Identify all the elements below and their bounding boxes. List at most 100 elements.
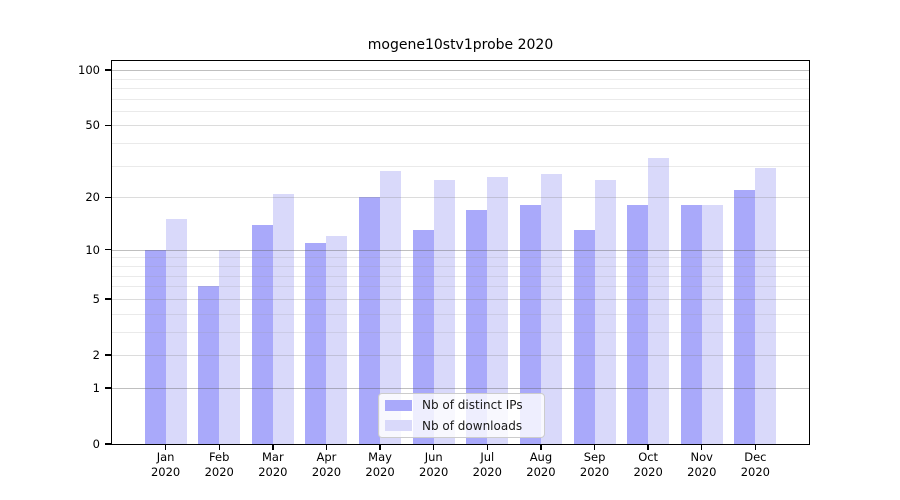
x-label-year: 2020 [419, 465, 449, 479]
x-label-year: 2020 [687, 465, 717, 479]
x-label-month: Apr [316, 450, 337, 464]
legend-item-distinct-ips: Nb of distinct IPs [385, 396, 538, 415]
x-label-month: May [368, 450, 392, 464]
x-label-year: 2020 [526, 465, 556, 479]
gridline-minor [112, 87, 809, 89]
gridline-minor [112, 98, 809, 100]
x-label-month: Sep [583, 450, 606, 464]
legend-swatch-distinct-ips [385, 399, 412, 411]
bar-distinct-ips-aug [519, 205, 541, 444]
x-label-month: Aug [529, 450, 553, 464]
y-tick-label: 5 [92, 291, 100, 306]
gridline-minor [112, 78, 809, 80]
x-label-month: Mar [261, 450, 284, 464]
bar-distinct-ips-apr [305, 242, 327, 444]
bar-downloads-jul [487, 176, 509, 444]
x-tick-mark [540, 444, 542, 450]
x-label-month: Feb [209, 450, 230, 464]
bar-downloads-aug [540, 174, 562, 444]
gridline-minor [112, 286, 809, 288]
x-tick-label: Jun 2020 [407, 450, 461, 480]
x-label-month: Jul [480, 450, 495, 464]
bar-distinct-ips-mar [251, 224, 273, 444]
y-tick-mark [105, 354, 111, 356]
x-tick-mark [593, 444, 596, 450]
bar-distinct-ips-dec [734, 189, 756, 444]
bar-distinct-ips-jul [466, 209, 488, 444]
x-tick-label: Aug 2020 [514, 450, 568, 480]
x-label-year: 2020 [472, 465, 502, 479]
x-tick-mark [432, 444, 435, 450]
gridline-major [112, 298, 809, 300]
y-tick-mark [105, 443, 111, 445]
gridline-major [112, 354, 809, 356]
bar-downloads-dec [755, 168, 777, 444]
gridline-minor [112, 143, 809, 145]
gridline-minor [112, 331, 809, 333]
legend-swatch-downloads [385, 420, 412, 432]
gridline-major [112, 125, 809, 127]
gridline-minor [112, 265, 809, 267]
y-tick-mark [105, 69, 111, 71]
gridline-minor [112, 257, 809, 259]
x-tick-mark [272, 444, 274, 450]
x-tick-mark [325, 444, 328, 450]
x-tick-mark [647, 444, 649, 450]
x-label-year: 2020 [150, 465, 181, 479]
x-label-year: 2020 [311, 465, 342, 479]
gridline-decade [112, 387, 809, 389]
x-tick-label: Nov 2020 [675, 450, 729, 480]
gridline-decade [112, 70, 809, 72]
bar-distinct-ips-may [359, 197, 381, 444]
x-label-month: Jan [156, 450, 175, 464]
bar-downloads-may [380, 171, 402, 444]
gridline-minor [112, 110, 809, 112]
bar-downloads-apr [326, 236, 348, 444]
x-tick-label: Mar 2020 [246, 450, 300, 480]
x-tick-mark [218, 444, 220, 450]
bar-distinct-ips-sep [573, 230, 595, 444]
gridline-minor [112, 313, 809, 315]
y-tick-label: 10 [85, 242, 100, 257]
y-tick-mark [105, 196, 111, 199]
x-tick-mark [379, 444, 381, 450]
legend-item-downloads: Nb of downloads [385, 417, 538, 436]
x-label-year: 2020 [740, 465, 771, 479]
x-label-year: 2020 [258, 465, 288, 479]
y-tick-mark [105, 249, 111, 251]
y-tick-mark [105, 124, 111, 127]
x-tick-mark [754, 444, 757, 450]
x-label-month: Jun [424, 450, 443, 464]
x-label-year: 2020 [365, 465, 395, 479]
bar-distinct-ips-feb [198, 286, 220, 444]
x-tick-mark [164, 444, 167, 450]
gridline-minor [112, 165, 809, 167]
bar-downloads-feb [219, 249, 241, 444]
gridline-decade [112, 249, 809, 251]
legend: Nb of distinct IPs Nb of downloads [378, 393, 545, 438]
bar-distinct-ips-jun [412, 230, 434, 444]
x-label-year: 2020 [633, 465, 663, 479]
bar-downloads-jun [433, 180, 455, 444]
x-label-year: 2020 [204, 465, 234, 479]
y-tick-label: 20 [85, 190, 100, 205]
bar-downloads-sep [594, 180, 616, 444]
x-tick-label: Apr 2020 [299, 450, 353, 480]
x-tick-label: May 2020 [353, 450, 407, 480]
legend-label-distinct-ips: Nb of distinct IPs [422, 398, 523, 413]
x-tick-label: Feb 2020 [192, 450, 246, 480]
y-tick-label: 50 [85, 118, 100, 133]
gridline-minor [112, 275, 809, 277]
chart-title: mogene10stv1probe 2020 [367, 37, 554, 53]
x-tick-mark [486, 444, 488, 450]
y-tick-label: 2 [92, 347, 100, 362]
y-tick-label: 100 [78, 63, 100, 78]
x-tick-label: Sep 2020 [568, 450, 622, 480]
bar-downloads-nov [701, 205, 723, 444]
bar-downloads-jan [165, 219, 187, 444]
y-tick-mark [105, 298, 111, 300]
x-tick-label: Jul 2020 [460, 450, 514, 480]
plot-area: Nb of distinct IPs Nb of downloads [111, 60, 810, 445]
bar-distinct-ips-nov [680, 205, 702, 444]
